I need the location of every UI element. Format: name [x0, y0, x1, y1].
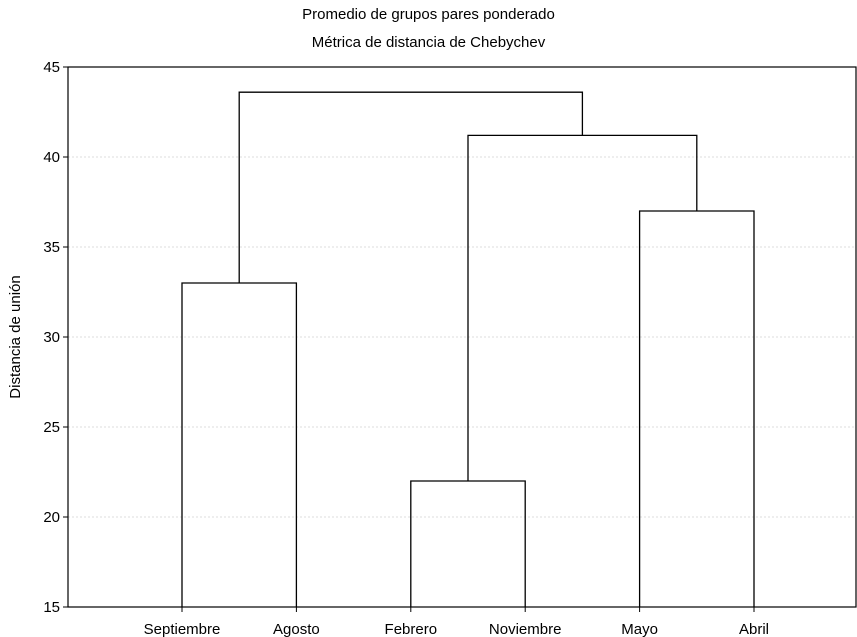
leaf-label: Agosto — [273, 621, 320, 637]
dendrogram-link — [238, 91, 584, 283]
y-tick-label: 30 — [43, 329, 60, 346]
leaf-label: Mayo — [621, 621, 658, 637]
y-axis-label: Distancia de unión — [7, 275, 24, 398]
y-tick-label: 45 — [43, 59, 60, 76]
chart-title: Promedio de grupos pares ponderado — [302, 6, 555, 23]
y-tick-label: 40 — [43, 149, 60, 166]
y-tick-label: 35 — [43, 239, 60, 256]
leaf-label: Febrero — [385, 621, 438, 637]
chart-subtitle: Métrica de distancia de Chebychev — [311, 34, 546, 51]
dendrogram-link — [181, 282, 298, 607]
x-axis-leaf-labels: Septiembre Agosto Febrero Noviembre Mayo Abri… — [144, 607, 769, 637]
leaf-label: Septiembre — [144, 621, 221, 637]
leaf-label: Abril — [739, 621, 769, 637]
y-tick-label: 25 — [43, 419, 60, 436]
y-tick-label: 15 — [43, 599, 60, 616]
y-tick-label: 20 — [43, 509, 60, 526]
dendrogram-link — [467, 134, 698, 481]
grid-lines — [68, 156, 856, 518]
dendrogram-link — [638, 210, 755, 607]
y-axis: 15 20 25 30 35 40 45 — [43, 59, 68, 616]
dendrogram-links — [181, 91, 755, 607]
dendrogram-link — [410, 480, 526, 607]
leaf-label: Noviembre — [489, 621, 562, 637]
